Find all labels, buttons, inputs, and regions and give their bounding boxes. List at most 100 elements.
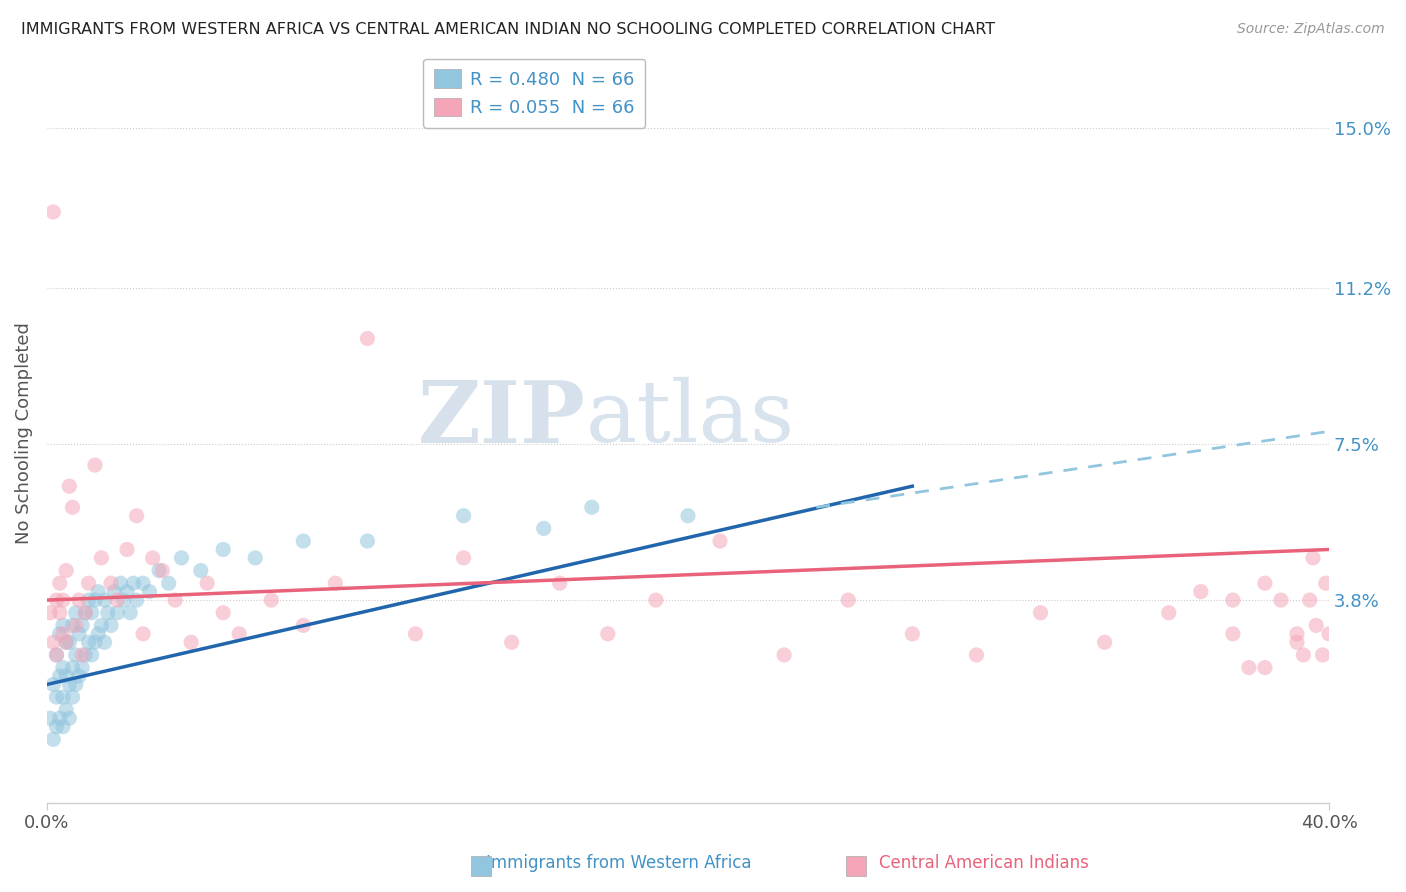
Point <box>65 648 87 662</box>
Point <box>45 648 67 662</box>
Point <box>55 635 77 649</box>
Point <box>48 606 70 620</box>
Point <box>125 508 148 523</box>
Text: ZIP: ZIP <box>418 376 585 460</box>
Point <box>165 593 187 607</box>
Point <box>110 576 132 591</box>
Point <box>65 606 87 620</box>
Point <box>157 576 180 591</box>
Point <box>1299 593 1322 607</box>
Point <box>1292 648 1315 662</box>
Point <box>84 593 107 607</box>
Point <box>45 690 67 705</box>
Point <box>1157 606 1180 620</box>
Point <box>644 593 666 607</box>
Point <box>837 593 859 607</box>
Point <box>596 627 619 641</box>
Point <box>52 720 75 734</box>
Point <box>90 550 112 565</box>
Point <box>107 606 129 620</box>
Point <box>100 618 122 632</box>
Point <box>80 606 103 620</box>
Point <box>55 669 77 683</box>
Point <box>52 660 75 674</box>
Point <box>120 606 142 620</box>
Point <box>75 648 97 662</box>
Point <box>48 627 70 641</box>
Point <box>125 593 148 607</box>
Point <box>260 593 283 607</box>
Point <box>58 677 80 691</box>
Point <box>1302 550 1324 565</box>
Point <box>453 550 475 565</box>
Point <box>453 508 475 523</box>
Point <box>67 593 90 607</box>
Point <box>42 677 65 691</box>
Point <box>138 584 160 599</box>
Point <box>1222 593 1244 607</box>
Point <box>45 720 67 734</box>
Point <box>55 564 77 578</box>
Point <box>75 606 97 620</box>
Point <box>67 669 90 683</box>
Text: Immigrants from Western Africa: Immigrants from Western Africa <box>486 855 751 872</box>
Point <box>901 627 924 641</box>
Point <box>90 618 112 632</box>
Point <box>45 648 67 662</box>
Point <box>142 550 165 565</box>
Point <box>1254 660 1277 674</box>
Point <box>132 576 155 591</box>
Point <box>112 593 135 607</box>
Point <box>62 618 84 632</box>
Point <box>132 627 155 641</box>
Point <box>65 677 87 691</box>
Point <box>228 627 250 641</box>
Point <box>533 521 555 535</box>
Point <box>42 635 65 649</box>
Point <box>150 564 173 578</box>
Point <box>405 627 427 641</box>
Point <box>87 627 110 641</box>
Point <box>122 576 145 591</box>
Point <box>48 576 70 591</box>
Point <box>245 550 267 565</box>
Point <box>48 669 70 683</box>
Point <box>548 576 571 591</box>
Point <box>1189 584 1212 599</box>
Point <box>62 690 84 705</box>
Point <box>58 711 80 725</box>
Point <box>1305 618 1327 632</box>
Point <box>42 205 65 219</box>
Point <box>62 660 84 674</box>
Point <box>52 690 75 705</box>
Point <box>148 564 170 578</box>
Point <box>709 534 731 549</box>
Text: Source: ZipAtlas.com: Source: ZipAtlas.com <box>1237 22 1385 37</box>
Point <box>65 618 87 632</box>
Point <box>103 584 125 599</box>
Point <box>39 606 62 620</box>
Point <box>212 606 235 620</box>
Point <box>52 593 75 607</box>
Point <box>1094 635 1116 649</box>
Point <box>115 584 138 599</box>
Text: Central American Indians: Central American Indians <box>879 855 1090 872</box>
Point <box>52 627 75 641</box>
Point <box>501 635 523 649</box>
Point <box>48 711 70 725</box>
Point <box>70 618 93 632</box>
Point <box>1312 648 1334 662</box>
Point <box>356 534 378 549</box>
Point <box>1029 606 1052 620</box>
Point <box>190 564 212 578</box>
Legend: R = 0.480  N = 66, R = 0.055  N = 66: R = 0.480 N = 66, R = 0.055 N = 66 <box>423 59 645 128</box>
Point <box>1254 576 1277 591</box>
Point <box>87 584 110 599</box>
Point <box>39 711 62 725</box>
Point <box>75 606 97 620</box>
Point <box>965 648 987 662</box>
Text: IMMIGRANTS FROM WESTERN AFRICA VS CENTRAL AMERICAN INDIAN NO SCHOOLING COMPLETED: IMMIGRANTS FROM WESTERN AFRICA VS CENTRA… <box>21 22 995 37</box>
Point <box>84 635 107 649</box>
Point <box>58 635 80 649</box>
Point <box>292 534 315 549</box>
